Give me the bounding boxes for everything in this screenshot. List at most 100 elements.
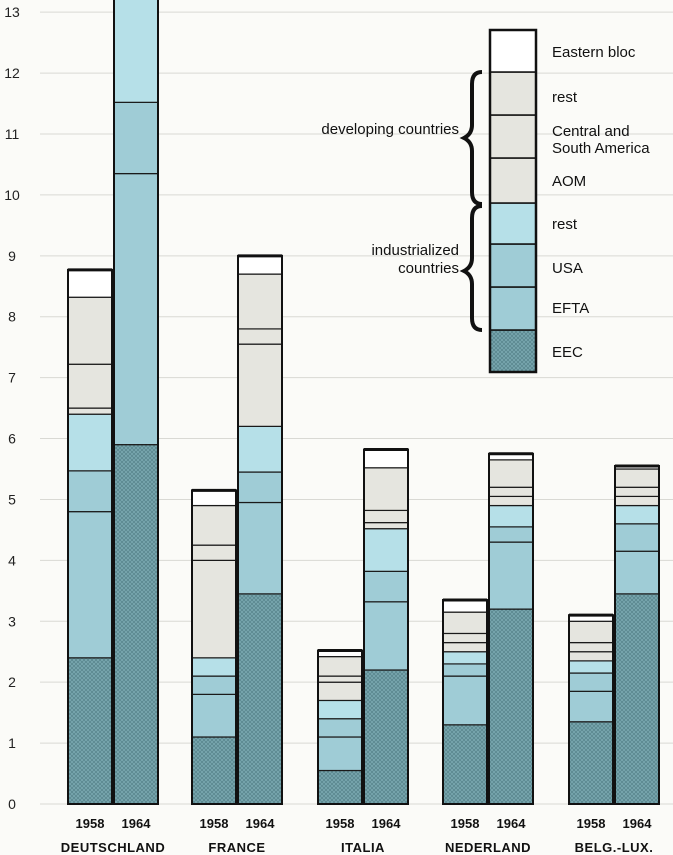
country-label: NEDERLAND <box>445 840 531 855</box>
legend-label: rest <box>552 89 578 106</box>
legend-swatch <box>489 202 537 245</box>
bar-segment <box>317 699 363 720</box>
bar-segment <box>67 296 113 365</box>
year-label: 1958 <box>577 816 606 831</box>
legend-swatch <box>489 329 537 373</box>
bar-segment <box>191 736 237 805</box>
bar-segment <box>191 559 237 659</box>
bar-segment <box>191 544 237 561</box>
country-label: ITALIA <box>341 840 385 855</box>
bar-segment <box>67 363 113 409</box>
bar-segment <box>237 273 283 330</box>
y-tick-label: 12 <box>4 65 20 81</box>
legend-label: rest <box>552 216 578 233</box>
bar-segment <box>614 550 660 595</box>
y-tick-label: 8 <box>8 309 16 325</box>
bar-segment <box>317 718 363 738</box>
bar-segment <box>614 468 660 488</box>
bar-segment <box>113 444 159 805</box>
bar-segment <box>191 675 237 695</box>
y-tick-label: 13 <box>4 4 20 20</box>
bar-segment <box>113 101 159 175</box>
bar-segment <box>317 675 363 683</box>
legend-swatch <box>489 29 537 73</box>
bar-segment <box>363 467 409 512</box>
y-tick-label: 6 <box>8 431 16 447</box>
legend-swatch <box>489 114 537 159</box>
bar-segment <box>442 641 488 653</box>
legend-swatch <box>489 286 537 331</box>
year-label: 1964 <box>623 816 653 831</box>
industrialized-brace <box>459 204 483 332</box>
bar-segment <box>317 655 363 677</box>
bar-segment <box>442 675 488 726</box>
bar-segment <box>568 672 614 692</box>
bar-segment <box>568 620 614 644</box>
bar-segment <box>442 599 488 613</box>
x-axis-labels: 1958 1964 DEUTSCHLAND 1958 1964 FRANCE 1958 196… <box>61 816 653 855</box>
bar-segment <box>237 343 283 427</box>
bar-segment <box>614 504 660 525</box>
bar-segment <box>488 541 534 610</box>
bar-segment <box>488 459 534 488</box>
bar-segment <box>237 593 283 805</box>
legend-label: Eastern bloc <box>552 44 636 61</box>
bar-segment <box>442 632 488 644</box>
bar-segment <box>614 495 660 507</box>
bar-segment <box>237 255 283 275</box>
legend-label: EEC <box>552 344 583 361</box>
bar-segment <box>237 425 283 473</box>
bar-segment <box>317 769 363 805</box>
legend-frame <box>488 28 538 374</box>
bar-segment <box>568 690 614 723</box>
bars <box>67 0 660 805</box>
y-tick-label: 1 <box>8 735 16 751</box>
bar-segment <box>442 724 488 805</box>
bar-segment <box>67 657 113 805</box>
bar-segment <box>614 486 660 498</box>
bar-segment <box>568 660 614 674</box>
year-label: 1964 <box>246 816 276 831</box>
legend-swatches <box>488 28 538 374</box>
year-label: 1958 <box>200 816 229 831</box>
year-label: 1958 <box>326 816 355 831</box>
bar-segment <box>67 413 113 472</box>
legend-swatch <box>489 157 537 204</box>
year-label: 1958 <box>76 816 105 831</box>
bar-segment <box>363 521 409 530</box>
bar-segment <box>488 608 534 805</box>
bar-segment <box>191 693 237 738</box>
bar-segment <box>191 657 237 677</box>
legend-swatch <box>489 243 537 288</box>
bar-segment <box>488 526 534 543</box>
bar-segment <box>113 172 159 446</box>
bar-segment <box>363 448 409 469</box>
bar-segment <box>568 651 614 662</box>
bar-segment <box>237 501 283 595</box>
bar-segment <box>488 504 534 528</box>
legend-label: USA <box>552 260 583 277</box>
bar-segment <box>488 495 534 507</box>
y-tick-label: 10 <box>4 187 20 203</box>
bar-segment <box>442 611 488 635</box>
bar-segment <box>237 328 283 345</box>
legend-group-industrialized-2: countries <box>398 260 459 277</box>
y-tick-label: 11 <box>5 126 20 142</box>
bar-segment <box>363 601 409 671</box>
bar-segment <box>317 736 363 772</box>
y-tick-label: 0 <box>8 796 16 812</box>
year-label: 1964 <box>497 816 527 831</box>
y-tick-label: 3 <box>8 613 16 629</box>
bar-segment <box>317 681 363 702</box>
y-tick-label: 7 <box>8 370 16 386</box>
y-tick-label: 4 <box>8 552 16 568</box>
legend-group-industrialized: industrialized <box>371 242 459 259</box>
bar-segment <box>363 509 409 524</box>
y-tick-label: 5 <box>8 491 16 507</box>
legend-swatch <box>489 71 537 116</box>
year-label: 1964 <box>372 816 402 831</box>
